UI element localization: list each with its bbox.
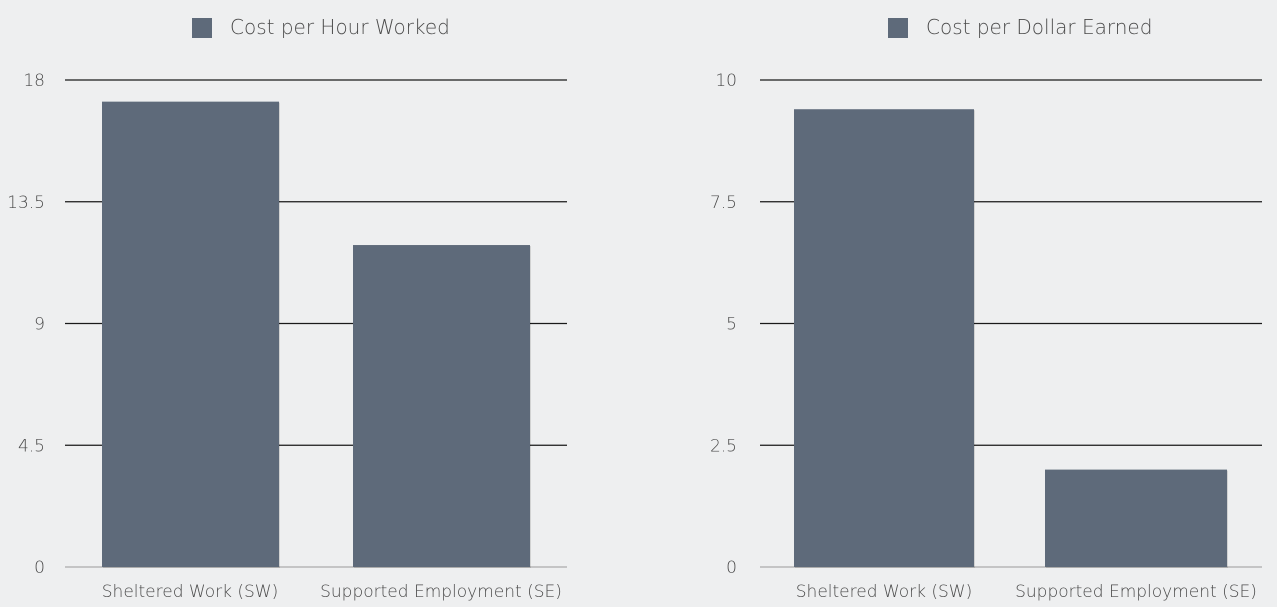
legend-swatch <box>888 18 908 38</box>
legend-swatch <box>192 18 212 38</box>
y-tick-label: 0 <box>726 558 737 578</box>
y-tick-label: 9 <box>34 315 45 335</box>
y-tick-label: 0 <box>34 558 45 578</box>
y-tick-label: 18 <box>23 71 45 91</box>
x-category-label: Sheltered Work (SW) <box>796 582 972 602</box>
y-tick-label: 4.5 <box>18 436 45 456</box>
x-category-label: Sheltered Work (SW) <box>102 582 278 602</box>
bar-dollar-se <box>1045 469 1227 567</box>
y-tick-label: 13.5 <box>7 193 45 213</box>
y-tick-label: 10 <box>715 71 737 91</box>
x-category-label: Supported Employment (SE) <box>320 582 562 602</box>
chart-cost-per-hour: Cost per Hour Worked 0 4.5 9 13.5 18 Sheltered… <box>7 15 567 602</box>
bar-hour-se <box>353 245 530 568</box>
legend-label: Cost per Dollar Earned <box>926 15 1152 39</box>
bar-hour-sw <box>102 101 279 568</box>
bar-dollar-sw <box>794 109 974 567</box>
chart-cost-per-dollar: Cost per Dollar Earned 0 2.5 5 7.5 10 Sheltere… <box>640 0 1277 607</box>
chart-cost-per-dollar-svg: Cost per Dollar Earned 0 2.5 5 7.5 10 Sheltere… <box>710 15 1262 602</box>
y-tick-label: 5 <box>726 315 737 335</box>
y-tick-label: 2.5 <box>710 436 737 456</box>
chart-cost-per-hour-svg: Cost per Hour Worked 0 4.5 9 13.5 18 Sheltered… <box>7 15 567 602</box>
y-tick-label: 7.5 <box>710 193 737 213</box>
x-category-label: Supported Employment (SE) <box>1015 582 1257 602</box>
legend-label: Cost per Hour Worked <box>230 15 450 39</box>
